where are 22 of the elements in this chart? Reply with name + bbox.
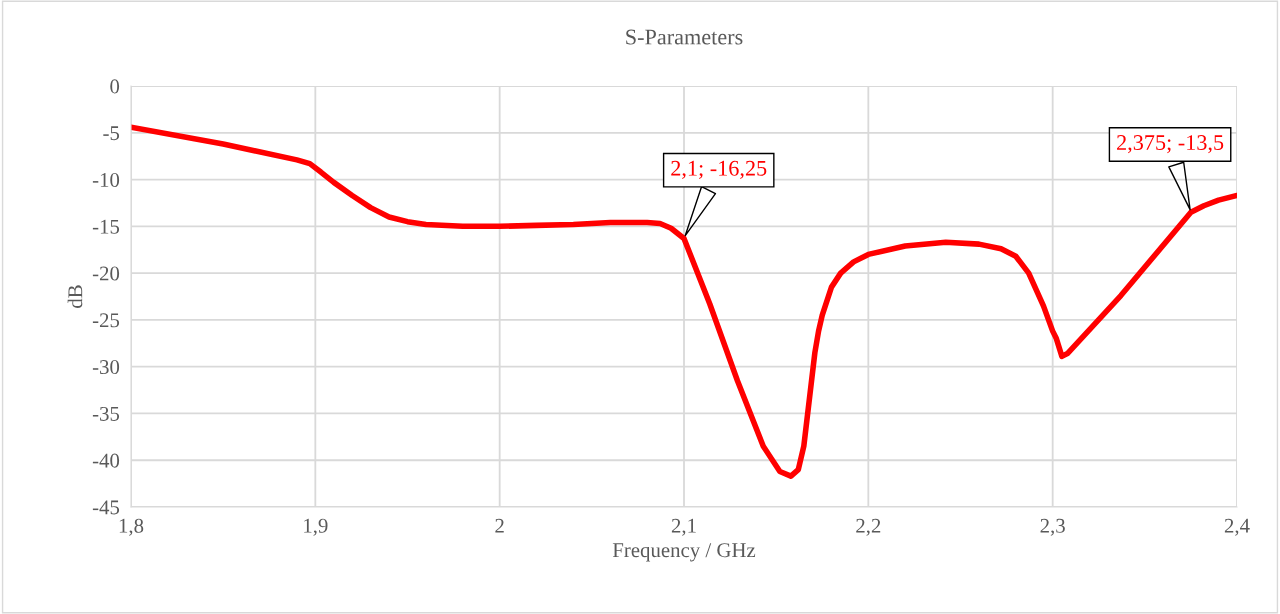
y-tick-label: 0 [110, 79, 120, 94]
x-tick-label: 1,8 [119, 518, 144, 536]
x-tick-label: 2,3 [1040, 518, 1065, 536]
x-tick-label: 2,2 [856, 518, 881, 536]
y-axis-title: dB [67, 285, 83, 308]
y-tick-label: -5 [103, 126, 120, 141]
x-tick-label: 1,9 [304, 518, 328, 536]
y-tick-label: -20 [92, 266, 120, 281]
annotation: 2,1; -16,25 [671, 160, 767, 179]
x-axis-title: Frequency / GHz [612, 543, 756, 562]
y-tick-label: -45 [92, 500, 120, 515]
y-tick-label: -35 [92, 406, 120, 421]
x-tick-label: 2,1 [671, 518, 696, 536]
y-tick-label: -30 [92, 360, 120, 375]
x-tick-label: 2 [495, 518, 504, 533]
y-tick-label: -40 [92, 453, 120, 468]
y-tick-label: -25 [92, 313, 120, 328]
y-tick-label: -10 [92, 172, 120, 187]
x-tick-label: 2,4 [1224, 518, 1250, 536]
y-tick-label: -15 [92, 219, 120, 234]
annotation: 2,375; -13,5 [1117, 135, 1224, 154]
chart-title: S-Parameters [626, 29, 743, 45]
